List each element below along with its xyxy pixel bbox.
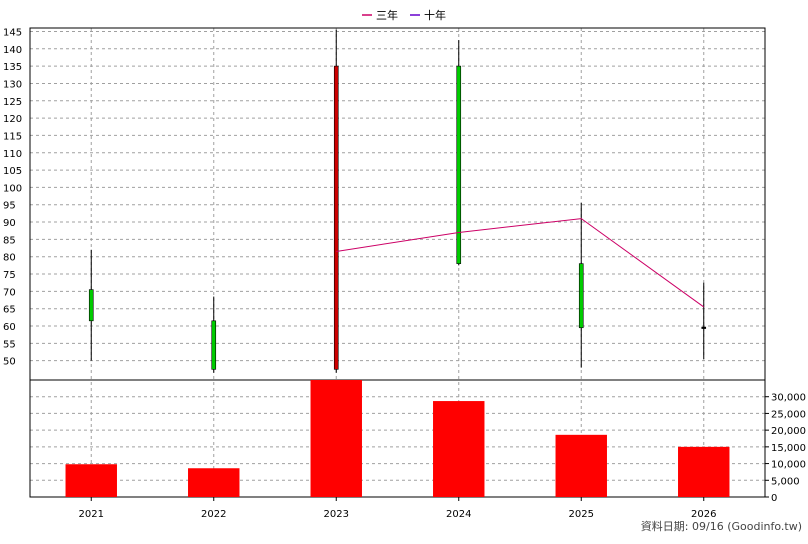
candle-body (88, 289, 94, 322)
price-tick-label: 70 (3, 287, 16, 298)
legend-label: 三年 (376, 8, 398, 22)
price-tick-label: 115 (3, 131, 22, 142)
price-tick-label: 85 (3, 235, 16, 246)
price-tick-label: 120 (3, 114, 22, 125)
volume-bar (65, 464, 117, 497)
plot-frame (29, 27, 766, 498)
volume-tick-label: 20,000 (771, 426, 806, 437)
price-tick-label: 60 (3, 322, 16, 333)
price-tick-label: 55 (3, 339, 16, 350)
line-3y (336, 218, 705, 308)
price-tick-label: 140 (3, 45, 22, 56)
volume-tick-label: 30,000 (771, 393, 806, 404)
volume-bar (555, 434, 607, 497)
price-tick-label: 110 (3, 149, 22, 160)
candle-body (333, 65, 339, 370)
price-tick-label: 65 (3, 305, 16, 316)
price-tick-label: 105 (3, 166, 22, 177)
candle-body (578, 263, 584, 329)
x-tick-label: 2023 (324, 509, 349, 520)
price-tick-label: 100 (3, 183, 22, 194)
price-tick-label: 125 (3, 97, 22, 108)
volume-bar (188, 468, 240, 497)
price-tick-label: 135 (3, 62, 22, 73)
volume-tick-label: 15,000 (771, 443, 806, 454)
x-tick-label: 2022 (201, 509, 226, 520)
price-tick-label: 50 (3, 357, 16, 368)
volume-tick-label: 25,000 (771, 409, 806, 420)
x-tick-label: 2026 (691, 509, 716, 520)
candle-body (456, 65, 462, 264)
price-tick-label: 130 (3, 79, 22, 90)
volume-bar (310, 380, 362, 497)
price-tick-label: 95 (3, 201, 16, 212)
volume-bar (678, 446, 730, 497)
price-tick-label: 145 (3, 27, 22, 38)
volume-tick-label: 0 (771, 493, 777, 504)
price-tick-label: 80 (3, 253, 16, 264)
candle-body (211, 320, 217, 370)
volume-tick-label: 5,000 (771, 476, 800, 487)
candle-body (701, 326, 707, 329)
legend-label: 十年 (424, 8, 446, 22)
price-tick-label: 90 (3, 218, 16, 229)
x-tick-label: 2025 (569, 509, 594, 520)
volume-tick-label: 10,000 (771, 460, 806, 471)
x-tick-label: 2024 (446, 509, 471, 520)
x-tick-label: 2021 (79, 509, 104, 520)
data-date-footer: 資料日期: 09/16 (Goodinfo.tw) (640, 520, 802, 533)
price-tick-label: 75 (3, 270, 16, 281)
volume-bar (433, 401, 485, 497)
